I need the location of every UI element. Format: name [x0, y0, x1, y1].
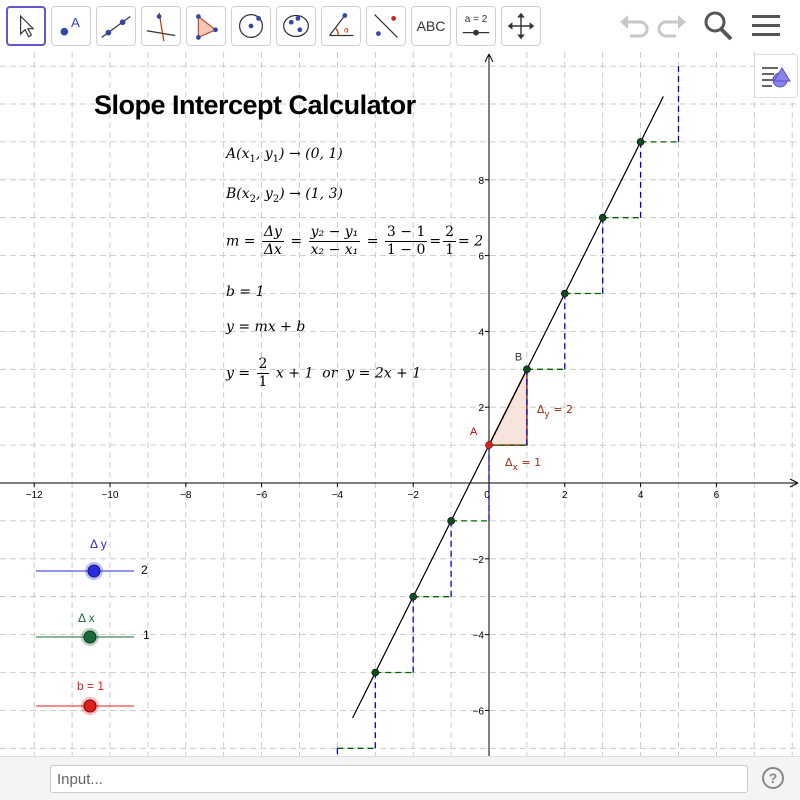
circle-tool-button[interactable]: [231, 6, 271, 46]
slider-delta-y-label: Δ y: [90, 537, 107, 551]
x-tick-label: 2: [562, 490, 568, 501]
point-b-label: B: [515, 351, 522, 363]
point-icon: A: [60, 15, 80, 36]
move-view-tool-button[interactable]: [501, 6, 541, 46]
y-tick-label: 8: [478, 176, 484, 187]
line-icon: [101, 16, 131, 38]
x-tick-label: −8: [180, 490, 192, 501]
y-tick-label: 4: [478, 327, 484, 338]
step-point: [598, 213, 607, 222]
slider-b-label: b = 1: [77, 679, 105, 693]
slider-delta-x-handle[interactable]: [83, 630, 97, 644]
polygon-tool-button[interactable]: [186, 6, 226, 46]
ellipse-icon: [283, 14, 309, 38]
line-y-2x-plus-1: [352, 96, 664, 719]
reflect-tool-button[interactable]: [366, 6, 406, 46]
cursor-arrow-icon: [20, 14, 35, 38]
hamburger-menu-icon: [752, 15, 780, 36]
step-point: [560, 289, 569, 298]
slider-delta-y-handle[interactable]: [87, 564, 101, 578]
svg-text:A: A: [71, 15, 80, 30]
step-point: [636, 138, 645, 146]
point-a-label: A: [470, 426, 478, 438]
point-b-formula: B(x2, y2) → (1, 3): [226, 186, 343, 205]
graphics-view[interactable]: −12 −10 −8 −6 −4 −2 0 2 4 6 8 6 4 2 −2 −4 −6 A B Δy = 2 Δx =…: [0, 52, 800, 756]
circle-icon: [238, 13, 264, 39]
perpendicular-tool-button[interactable]: [141, 6, 181, 46]
point-tool-button[interactable]: A: [51, 6, 91, 46]
delta-x-label: Δx = 1: [505, 456, 541, 473]
help-button[interactable]: ?: [762, 767, 784, 789]
text-icon: ABC: [416, 18, 446, 34]
y-tick-label: −6: [473, 706, 485, 717]
perpendicular-line-icon: [146, 12, 176, 42]
menu-button[interactable]: [748, 8, 784, 44]
search-button[interactable]: [700, 8, 736, 44]
angle-tool-button[interactable]: α: [321, 6, 361, 46]
redo-icon: [657, 15, 686, 38]
angle-icon: α: [329, 13, 354, 37]
redo-button[interactable]: [654, 8, 690, 44]
slider-b-handle[interactable]: [83, 699, 97, 713]
text-tool-button[interactable]: ABC: [411, 6, 451, 46]
slider-icon: [462, 29, 490, 36]
intercept-formula: b = 1: [226, 284, 265, 300]
reflect-icon: [374, 14, 398, 38]
line-tool-button[interactable]: [96, 6, 136, 46]
y-tick-label: 6: [478, 252, 484, 263]
style-bar-toggle[interactable]: [754, 54, 798, 98]
x-tick-label: −2: [407, 490, 419, 501]
x-tick-label: 4: [638, 490, 644, 501]
point-a: [485, 441, 493, 449]
point-a-formula: A(x1, y1) → (0, 1): [226, 146, 343, 165]
undo-button[interactable]: [616, 8, 652, 44]
x-tick-label: −6: [256, 490, 268, 501]
slider-delta-x-value: 1: [143, 628, 150, 642]
slider-delta-y-value: 2: [141, 563, 148, 577]
slider-delta-x-label: Δ x: [78, 611, 95, 625]
point-b: [523, 365, 531, 374]
x-tick-label: −12: [26, 490, 43, 501]
move-tool-button[interactable]: [6, 6, 46, 46]
page-title: Slope Intercept Calculator: [94, 90, 416, 120]
x-tick-label: −10: [102, 490, 119, 501]
toolbar: A α ABC a = 2: [0, 0, 800, 52]
input-bar: [0, 756, 800, 800]
move-arrows-icon: [507, 12, 535, 40]
undo-icon: [620, 15, 649, 38]
x-axis-arrow: [789, 478, 799, 488]
ellipse-tool-button[interactable]: [276, 6, 316, 46]
slider-delta-y[interactable]: [34, 560, 138, 582]
slider-b[interactable]: [34, 695, 138, 717]
slider-icon-label: a = 2: [464, 14, 488, 25]
y-tick-label: −2: [473, 555, 485, 566]
y-axis-arrow: [484, 53, 494, 63]
x-tick-label: −4: [332, 490, 344, 501]
delta-y-label: Δy = 2: [537, 403, 573, 420]
step-point: [447, 517, 455, 525]
step-point: [371, 668, 380, 677]
slider-tool-button[interactable]: a = 2: [456, 6, 496, 46]
algebra-input[interactable]: [50, 765, 748, 793]
slider-delta-x[interactable]: [34, 626, 138, 648]
y-tick-label: −4: [473, 631, 485, 642]
coordinate-plane[interactable]: −12 −10 −8 −6 −4 −2 0 2 4 6 8 6 4 2 −2 −4 −6 A B Δy = 2 Δx =…: [0, 52, 800, 756]
step-point: [409, 592, 418, 601]
x-tick-label: 6: [714, 490, 720, 501]
general-formula: y = mx + b: [226, 319, 306, 335]
y-tick-label: 2: [478, 403, 484, 414]
style-bar-icon: [762, 67, 791, 88]
x-tick-label: 0: [484, 490, 490, 501]
svg-text:α: α: [344, 26, 349, 35]
polygon-icon: [196, 14, 218, 40]
search-icon: [704, 11, 733, 41]
